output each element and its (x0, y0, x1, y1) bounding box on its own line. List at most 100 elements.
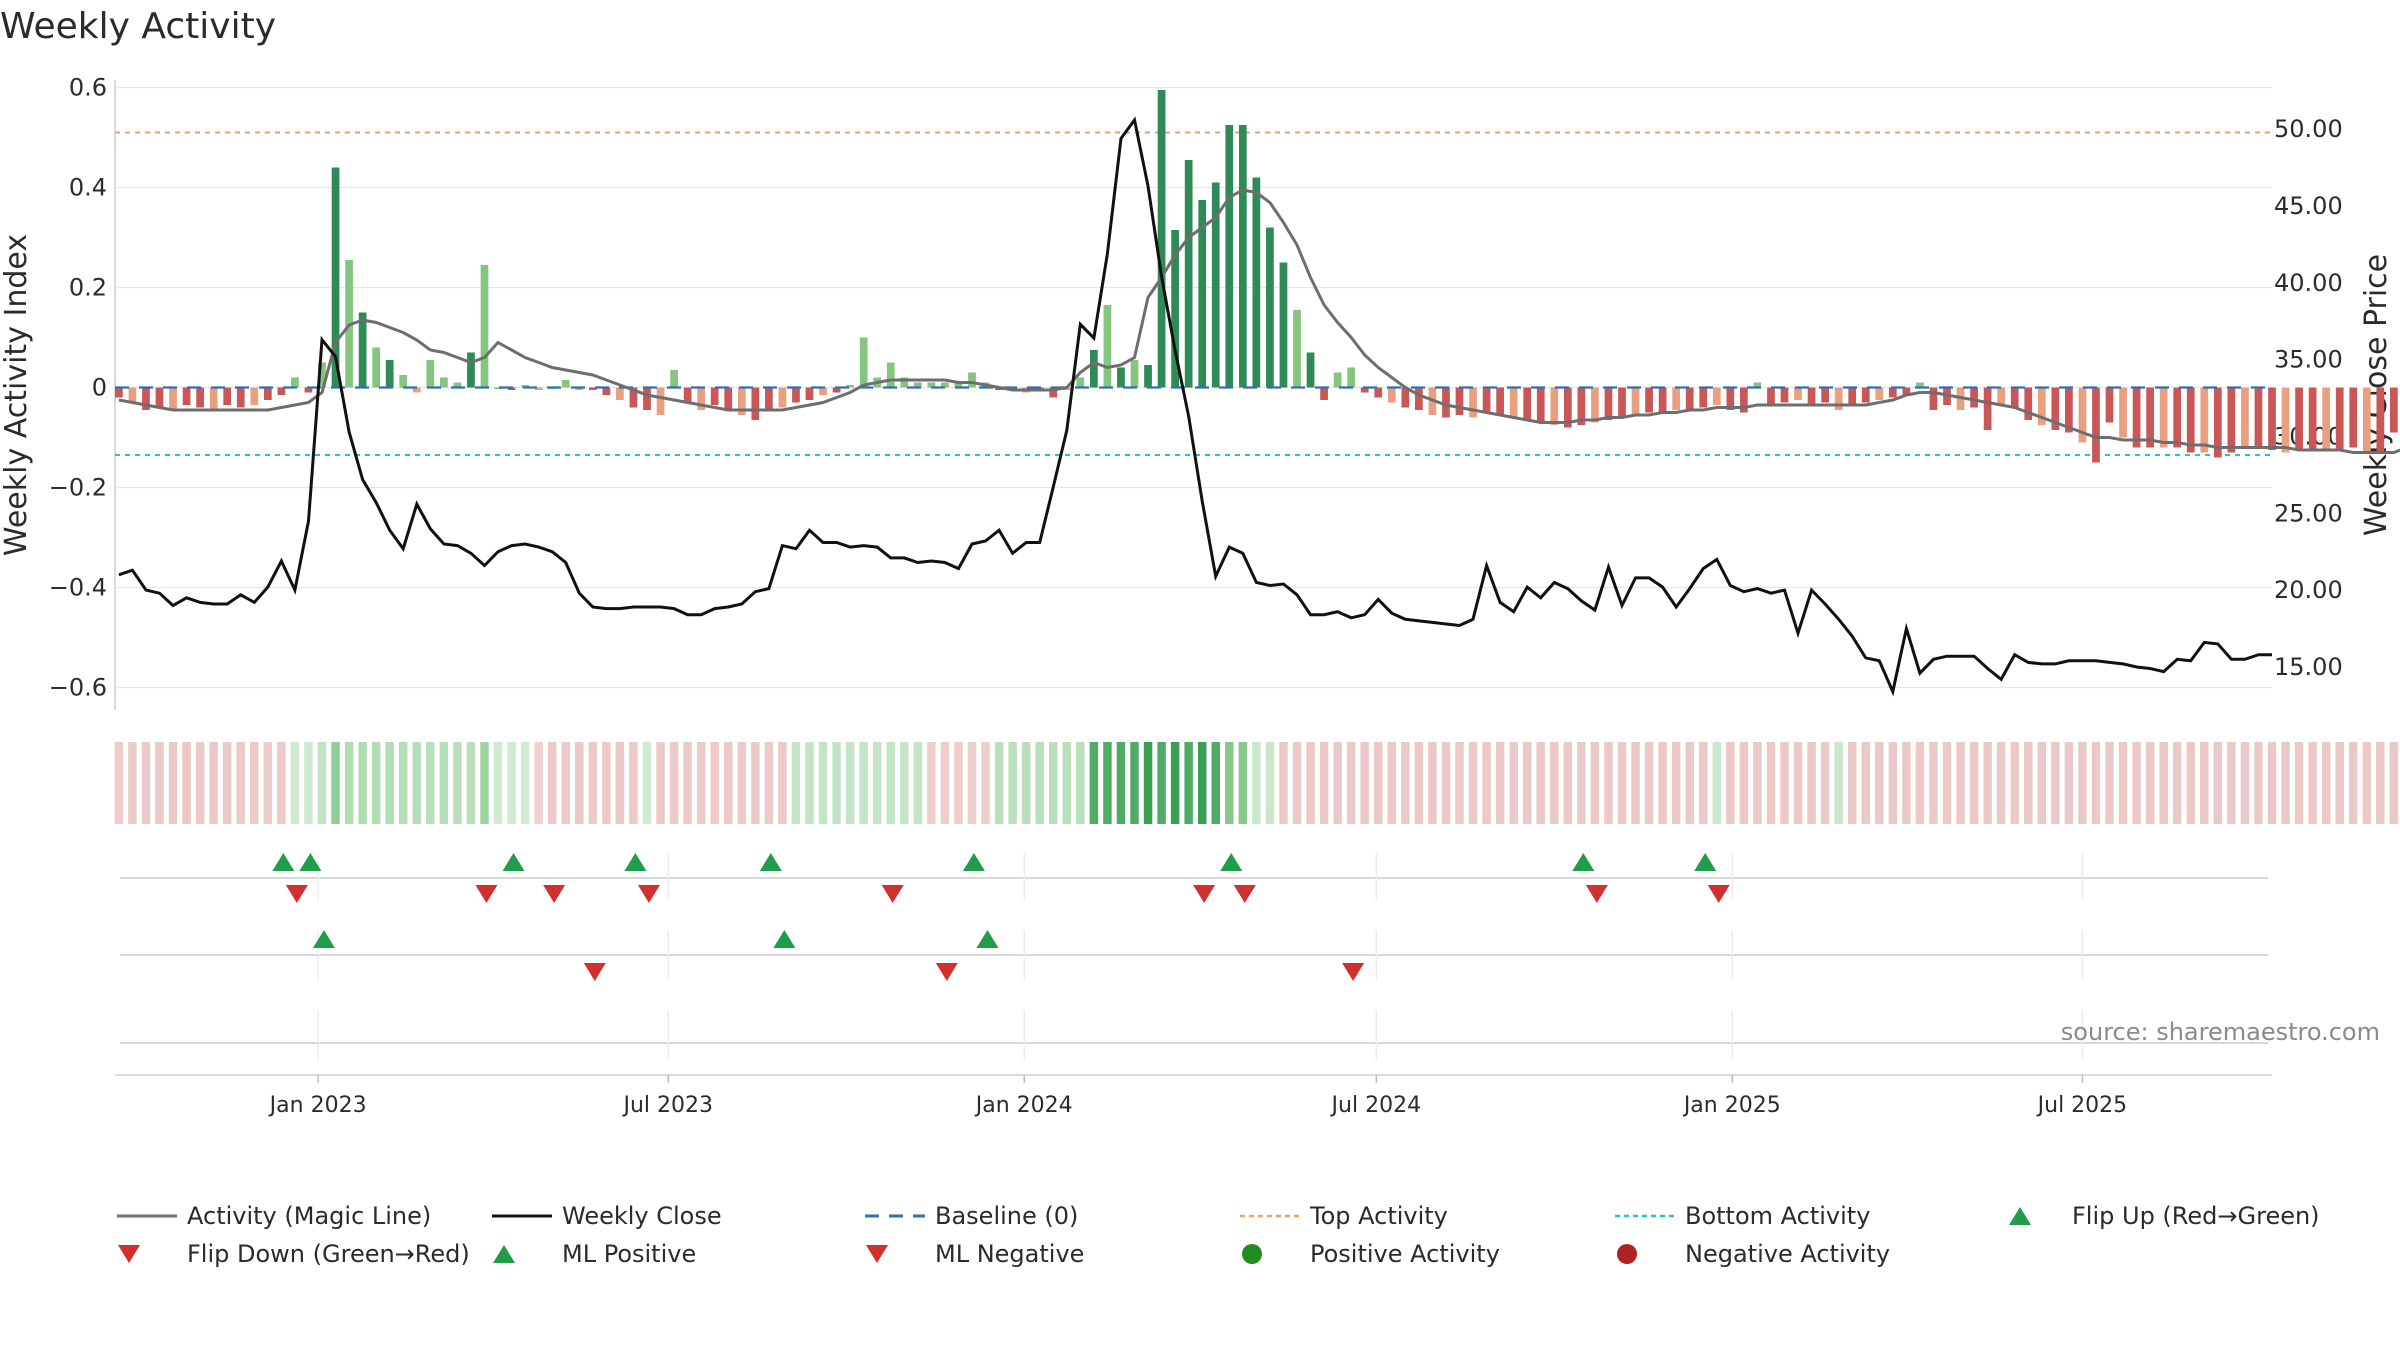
ml-negative-marker (583, 963, 606, 981)
strip-cell (588, 742, 598, 824)
strip-cell (1793, 742, 1803, 824)
strip-cell (1604, 742, 1613, 824)
activity-bar (2159, 387, 2168, 448)
x-axis: Jan 2023 Jul 2023 Jan 2024 Jul 2024 Jan 2025… (115, 1074, 2272, 1118)
strip-cell (724, 742, 733, 824)
activity-bar (2119, 387, 2127, 438)
strip-cell (1577, 742, 1586, 824)
activity-bar (2241, 387, 2249, 448)
activity-bar (724, 387, 733, 410)
strip-cell (859, 742, 868, 824)
activity-bar (223, 387, 232, 405)
strip-cell (114, 742, 124, 824)
strip-cell (2267, 742, 2277, 824)
strip-cell (1482, 742, 1491, 824)
strip-cell (927, 742, 936, 824)
strip-cell (1685, 742, 1694, 824)
strip-cell (1929, 742, 1938, 824)
activity-bar (521, 385, 529, 388)
flip-up-marker (1220, 853, 1243, 871)
activity-bar (155, 387, 164, 408)
strip-cell (1902, 742, 1911, 824)
flip-down-marker (475, 885, 498, 903)
strip-cell (2132, 742, 2141, 824)
x-tick-label: Jul 2025 (2036, 1093, 2128, 1118)
activity-bar (250, 387, 259, 405)
legend-label: Negative Activity (1685, 1240, 1890, 1268)
activity-bar (507, 387, 516, 390)
strip-cell (669, 742, 679, 824)
y2-tick-label: 40.00 (2274, 269, 2343, 297)
legend-label: Baseline (0) (935, 1202, 1078, 1230)
signal-rows (120, 853, 2268, 1060)
activity-bar (1794, 387, 1802, 400)
strip-cell (1346, 742, 1356, 824)
strip-cell (2172, 742, 2182, 824)
activity-bar (1157, 90, 1166, 388)
activity-bar (2037, 387, 2046, 425)
strip-cell (737, 742, 747, 824)
activity-bar (1117, 367, 1125, 388)
strip-cell (900, 742, 909, 824)
activity-bar (588, 387, 597, 390)
strip-cell (683, 742, 692, 824)
legend-label: ML Positive (562, 1240, 696, 1268)
strip-cell (371, 742, 381, 824)
strip-cell (1225, 742, 1234, 824)
strip-cell (480, 742, 489, 824)
flip-down-marker (1585, 885, 1608, 903)
activity-bar (886, 362, 895, 388)
strip-cell (981, 742, 990, 824)
activity-bar (1861, 387, 1870, 403)
strip-cell (1996, 742, 2006, 824)
y-tick-label: 0 (92, 374, 107, 402)
strip-cell (1265, 742, 1275, 824)
strip-cell (2078, 742, 2087, 824)
strip-cell (656, 742, 665, 824)
strip-cell (1522, 742, 1532, 824)
activity-strip (114, 742, 2399, 824)
legend-item-activity_line: Activity (Magic Line) (117, 1202, 431, 1230)
strip-cell (358, 742, 367, 824)
activity-bar (954, 382, 963, 388)
activity-bar (1049, 387, 1058, 398)
strip-cell (778, 742, 787, 824)
legend-label: Bottom Activity (1685, 1202, 1870, 1230)
strip-cell (2200, 742, 2209, 824)
main-panel: 0.6 0.4 0.2 0 −0.2 −0.4 −0.6 50.00 45.00 40.00 35.… (0, 74, 2400, 710)
strip-cell (209, 742, 218, 824)
legend: Activity (Magic Line) Weekly Close Baselin… (117, 1202, 2320, 1268)
activity-bar (900, 377, 909, 388)
legend-swatch (118, 1245, 140, 1263)
activity-bar (1536, 387, 1545, 423)
strip-cell (1712, 742, 1722, 824)
strip-cell (520, 742, 530, 824)
flip-up-marker (1694, 853, 1717, 871)
flip-down-marker (1707, 885, 1730, 903)
activity-bar (1550, 387, 1559, 425)
strip-cell (1252, 742, 1261, 824)
strip-cell (1103, 742, 1112, 824)
activity-bar (1415, 387, 1423, 410)
strip-cell (2010, 742, 2019, 824)
legend-item-bottom: Bottom Activity (1615, 1202, 1870, 1230)
legend-label: Activity (Magic Line) (187, 1202, 431, 1230)
activity-bar (1360, 387, 1369, 393)
legend-item-pos_act: Positive Activity (1242, 1240, 1500, 1268)
strip-cell (1699, 742, 1708, 824)
activity-bar (1929, 387, 1938, 410)
strip-cell (791, 742, 801, 824)
y-tick-label: 0.6 (69, 74, 107, 102)
activity-bar (453, 382, 462, 388)
strip-cell (182, 742, 191, 824)
strip-cell (1008, 742, 1017, 824)
strip-cell (1170, 742, 1180, 824)
legend-item-baseline: Baseline (0) (865, 1202, 1078, 1230)
activity-bar (751, 387, 760, 420)
strip-cell (250, 742, 259, 824)
activity-bar (2051, 387, 2060, 430)
activity-bar (1875, 387, 1884, 400)
strip-cell (1807, 742, 1816, 824)
strip-cell (236, 742, 245, 824)
y2-tick-label: 20.00 (2274, 576, 2343, 604)
